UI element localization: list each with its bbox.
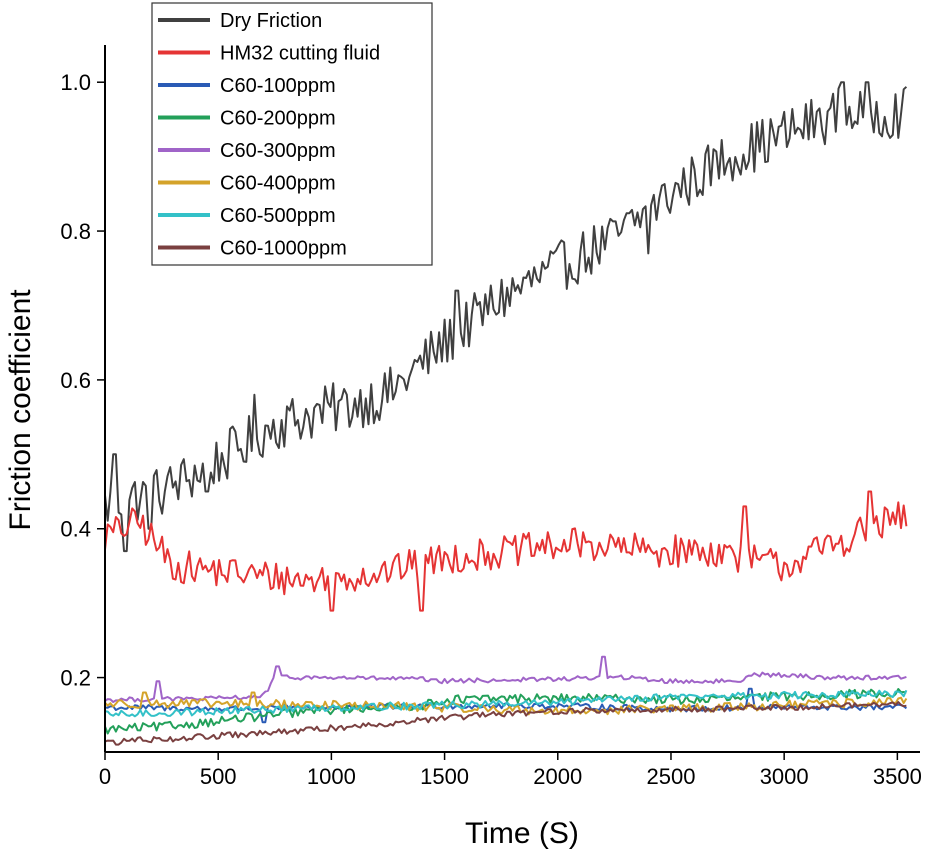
x-tick-label: 2000 <box>533 764 582 789</box>
series-line-c60-500ppm <box>104 689 908 718</box>
x-ticks: 0 500 1000 1500 2000 2500 3000 3500 <box>99 752 922 789</box>
y-tick-label: 0.6 <box>60 368 91 393</box>
x-tick-label: 1500 <box>420 764 469 789</box>
y-tick-label: 0.4 <box>60 517 91 542</box>
x-tick-label: 500 <box>200 764 237 789</box>
y-axis-title: Friction coefficient <box>4 289 37 531</box>
series-line-c60-1000ppm <box>104 701 907 746</box>
legend-label: Dry Friction <box>220 10 322 32</box>
y-tick-label: 0.8 <box>60 219 91 244</box>
x-tick-label: 3500 <box>873 764 922 789</box>
x-tick-label: 1000 <box>307 764 356 789</box>
x-tick-label: 0 <box>99 764 111 789</box>
legend-label: C60-200ppm <box>220 108 336 130</box>
legend-label: C60-1000ppm <box>220 238 347 260</box>
legend-label: C60-100ppm <box>220 75 336 97</box>
legend-box <box>151 2 433 266</box>
legend-label: C60-300ppm <box>220 140 336 162</box>
legend-label: C60-500ppm <box>220 205 336 227</box>
x-tick-label: 2500 <box>646 764 695 789</box>
series-line-c60-200ppm <box>104 688 907 735</box>
y-tick-label: 1.0 <box>60 70 91 95</box>
series-line-dry-friction <box>104 81 908 553</box>
series-line-c60-400ppm <box>104 691 908 716</box>
y-ticks: 0.2 0.4 0.6 0.8 1.0 <box>60 70 105 691</box>
series-line-c60-300ppm <box>104 655 907 703</box>
x-axis-title: Time (S) <box>465 817 579 850</box>
x-tick-label: 3000 <box>760 764 809 789</box>
y-tick-label: 0.2 <box>60 666 91 691</box>
legend-label: HM32 cutting fluid <box>220 43 380 65</box>
series-line-hm32-cutting-fluid <box>104 490 908 612</box>
series-layer <box>104 81 908 746</box>
legend-label: C60-400ppm <box>220 173 336 195</box>
legend: Dry Friction HM32 cutting fluid C60-100ppm… <box>151 2 433 266</box>
